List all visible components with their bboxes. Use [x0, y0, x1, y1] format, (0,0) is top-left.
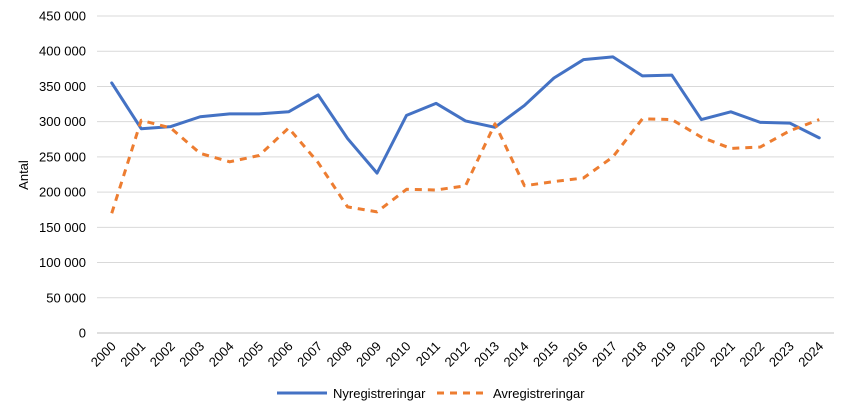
x-tick-label: 2023 — [766, 339, 797, 370]
y-tick-label: 200 000 — [39, 185, 86, 200]
y-tick-label: 400 000 — [39, 44, 86, 59]
x-tick-label: 2001 — [117, 339, 148, 370]
x-tick-label: 2008 — [324, 339, 355, 370]
x-tick-label: 2014 — [501, 339, 532, 370]
x-tick-label: 2002 — [147, 339, 178, 370]
x-tick-label: 2009 — [353, 339, 384, 370]
x-tick-label: 2019 — [648, 339, 679, 370]
x-tick-label: 2015 — [530, 339, 561, 370]
series-lines — [110, 55, 821, 214]
y-tick-label: 0 — [79, 326, 86, 341]
series-line-2 — [110, 117, 820, 214]
y-axis-label: Antal — [16, 160, 31, 190]
x-tick-label: 2005 — [235, 339, 266, 370]
y-tick-label: 100 000 — [39, 255, 86, 270]
y-tick-label: 150 000 — [39, 220, 86, 235]
x-tick-label: 2020 — [677, 339, 708, 370]
y-tick-label: 250 000 — [39, 149, 86, 164]
series-line-1 — [110, 55, 821, 175]
x-tick-label: 2012 — [442, 339, 473, 370]
y-tick-label: 300 000 — [39, 114, 86, 129]
y-axis-ticks: 0 50 000 100 000 150 000 200 000 250 000 300 0… — [39, 9, 86, 341]
legend-label-1: Nyregistreringar — [333, 386, 426, 401]
x-tick-label: 2006 — [265, 339, 296, 370]
x-tick-label: 2004 — [206, 339, 237, 370]
x-axis-ticks: 2000200120022003200420052006200720082009… — [88, 339, 827, 370]
x-tick-label: 2010 — [383, 339, 414, 370]
x-tick-label: 2007 — [294, 339, 325, 370]
x-tick-label: 2017 — [589, 339, 620, 370]
x-tick-label: 2021 — [707, 339, 738, 370]
x-tick-label: 2003 — [176, 339, 207, 370]
legend: Nyregistreringar Avregistreringar — [277, 386, 585, 401]
y-tick-label: 350 000 — [39, 79, 86, 94]
gridlines — [97, 15, 834, 334]
x-tick-label: 2013 — [471, 339, 502, 370]
legend-label-2: Avregistreringar — [493, 386, 585, 401]
x-tick-label: 2016 — [559, 339, 590, 370]
x-tick-label: 2024 — [795, 339, 826, 370]
x-tick-label: 2000 — [88, 339, 119, 370]
x-tick-label: 2011 — [413, 339, 443, 369]
x-tick-label: 2022 — [736, 339, 767, 370]
x-tick-label: 2018 — [618, 339, 649, 370]
y-tick-label: 50 000 — [46, 290, 86, 305]
y-tick-label: 450 000 — [39, 9, 86, 24]
